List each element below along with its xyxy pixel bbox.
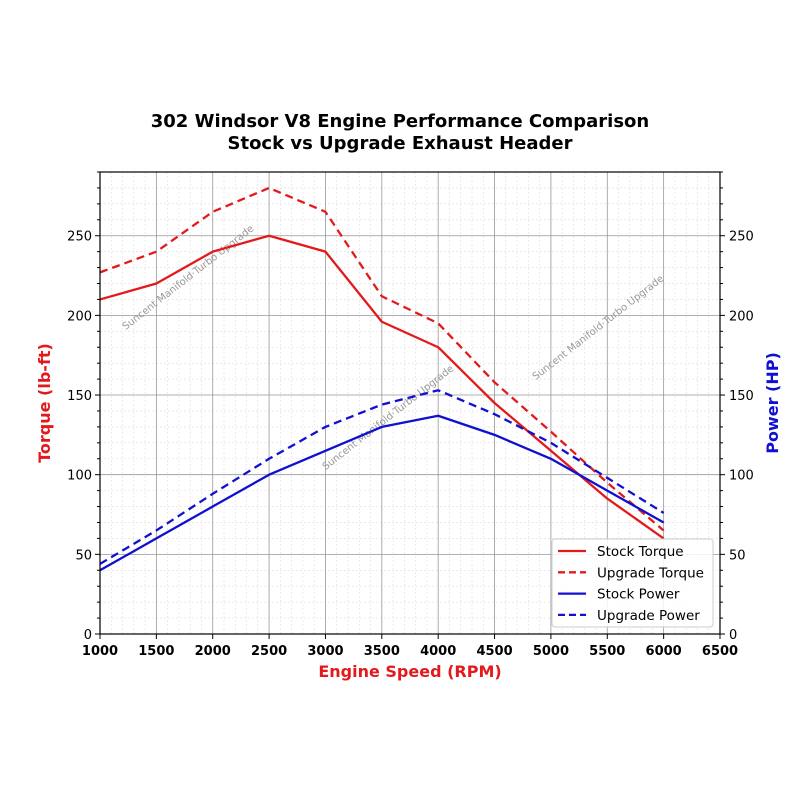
series-line-upgrade-power <box>99 389 665 565</box>
x-tick-label: 2000 <box>195 644 231 659</box>
y-axis-label: Torque (lb-ft) <box>35 343 54 463</box>
series-lines <box>99 186 665 572</box>
y2-axis-label: Power (HP) <box>763 352 782 454</box>
ticks: 1000 1500 2000 2500 3000 3500 4000 4500 5000 5500… <box>67 171 754 659</box>
x-tick-label: 4500 <box>476 644 512 659</box>
watermark-text: Suncent Manifold·Turbo Upgrade <box>321 363 457 472</box>
y2-tick-label: 0 <box>729 628 737 643</box>
y2-tick-label: 200 <box>729 309 754 324</box>
legend-label: Stock Power <box>597 587 680 603</box>
legend-label: Upgrade Torque <box>597 565 704 581</box>
y-tick-label: 100 <box>67 469 92 484</box>
x-tick-label: 4000 <box>420 644 456 659</box>
plot-frame <box>99 171 721 635</box>
x-tick-label: 1000 <box>82 644 118 659</box>
x-tick-label: 3000 <box>307 644 343 659</box>
series-line-upgrade-torque <box>99 186 665 532</box>
series-line-stock-power <box>99 414 665 572</box>
y-tick-label: 250 <box>67 230 92 245</box>
x-tick-label: 5000 <box>533 644 569 659</box>
legend-label: Upgrade Power <box>597 608 700 624</box>
chart-title: 302 Windsor V8 Engine Performance Compar… <box>151 111 649 132</box>
legend: Stock Torque Upgrade Torque Stock Power Upg… <box>551 538 714 628</box>
x-tick-label: 3500 <box>364 644 400 659</box>
x-axis-label: Engine Speed (RPM) <box>318 662 501 681</box>
x-tick-label: 1500 <box>138 644 174 659</box>
y2-tick-label: 150 <box>729 389 754 404</box>
x-tick-label: 6000 <box>646 644 682 659</box>
series-line-stock-torque <box>99 234 665 540</box>
y-tick-label: 50 <box>75 548 92 563</box>
y-tick-label: 0 <box>84 628 92 643</box>
y-tick-label: 200 <box>67 309 92 324</box>
y2-tick-label: 100 <box>729 469 754 484</box>
y-tick-label: 150 <box>67 389 92 404</box>
chart-subtitle: Stock vs Upgrade Exhaust Header <box>228 133 573 154</box>
x-tick-label: 2500 <box>251 644 287 659</box>
x-tick-label: 6500 <box>702 644 738 659</box>
legend-label: Stock Torque <box>597 544 684 560</box>
watermarks: Suncent Manifold·Turbo Upgrade Suncent Ma… <box>121 223 667 472</box>
y2-tick-label: 250 <box>729 230 754 245</box>
y2-tick-label: 50 <box>729 548 746 563</box>
watermark-text: Suncent Manifold·Turbo Upgrade <box>121 223 257 332</box>
x-tick-label: 5500 <box>589 644 625 659</box>
